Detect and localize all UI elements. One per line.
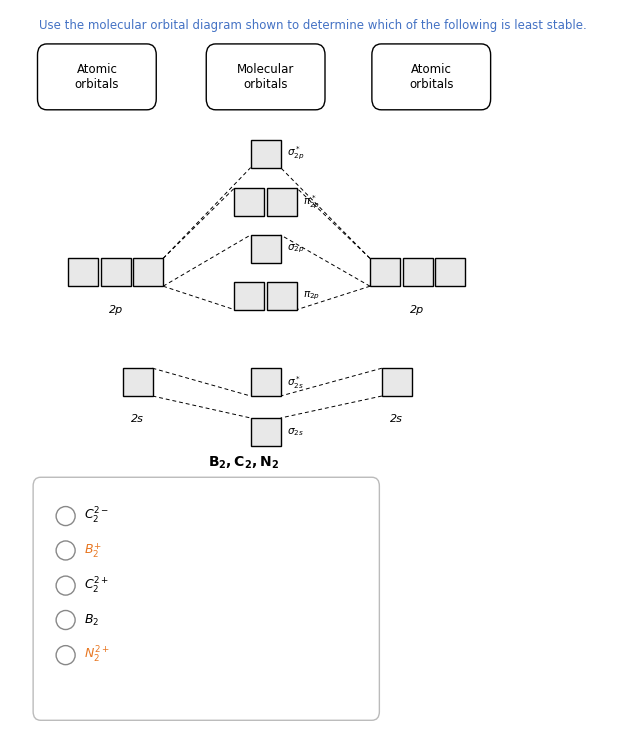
Text: $C_2^{2-}$: $C_2^{2-}$ [84,506,109,526]
Text: 2s: 2s [391,414,403,425]
Bar [133,258,163,286]
FancyBboxPatch shape [206,44,325,110]
Bar [251,368,281,396]
Text: Atomic
orbitals: Atomic orbitals [409,63,454,91]
Bar [251,235,281,263]
Bar [68,258,98,286]
FancyBboxPatch shape [33,477,379,720]
Text: $B_2^{+}$: $B_2^{+}$ [84,541,102,560]
Text: Atomic
orbitals: Atomic orbitals [74,63,119,91]
Text: $\mathbf{B_2, C_2, N_2}$: $\mathbf{B_2, C_2, N_2}$ [208,455,279,471]
Text: 2p: 2p [411,305,424,315]
Text: $\sigma_{2p}$: $\sigma_{2p}$ [287,243,304,255]
Text: $\pi^*_{2p}$: $\pi^*_{2p}$ [303,193,320,211]
FancyBboxPatch shape [372,44,491,110]
Bar [251,140,281,168]
Bar [267,282,297,310]
Bar [435,258,465,286]
FancyBboxPatch shape [38,44,156,110]
Bar [370,258,400,286]
Text: $B_2$: $B_2$ [84,613,99,627]
Text: 2s: 2s [131,414,144,425]
Text: Molecular
orbitals: Molecular orbitals [237,63,294,91]
Text: $\sigma^*_{2s}$: $\sigma^*_{2s}$ [287,374,304,390]
Bar [382,368,412,396]
Bar [234,188,264,216]
Bar [122,368,152,396]
Bar [101,258,131,286]
Bar [234,282,264,310]
Bar [267,188,297,216]
Bar [251,418,281,446]
Text: $N_2^{2+}$: $N_2^{2+}$ [84,645,110,665]
Text: $C_2^{2+}$: $C_2^{2+}$ [84,575,109,596]
Text: Use the molecular orbital diagram shown to determine which of the following is l: Use the molecular orbital diagram shown … [39,19,586,32]
Text: $\pi_{2p}$: $\pi_{2p}$ [303,290,320,302]
Text: $\sigma^*_{2p}$: $\sigma^*_{2p}$ [287,145,304,163]
Text: $\sigma_{2s}$: $\sigma_{2s}$ [287,426,304,438]
Bar [402,258,432,286]
Text: 2p: 2p [109,305,122,315]
